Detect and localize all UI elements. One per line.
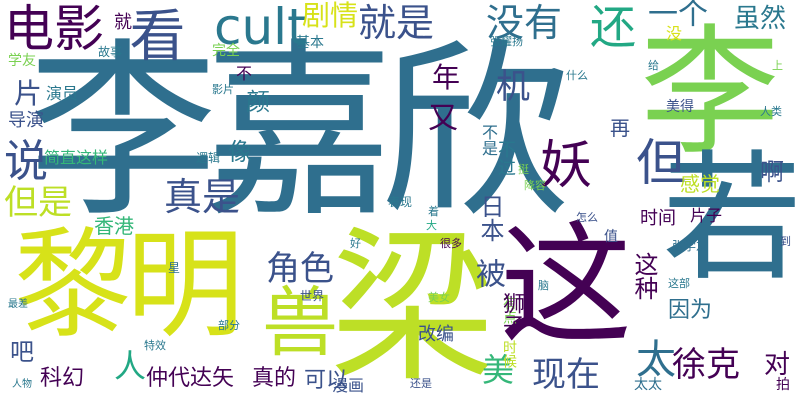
- word: 徐克: [672, 345, 740, 385]
- word: 美女: [428, 291, 450, 304]
- word: 不是: [479, 124, 498, 156]
- word: 美: [482, 351, 515, 389]
- word: 漫画: [332, 376, 365, 395]
- word: 颜: [246, 88, 270, 116]
- word: 还: [590, 0, 636, 54]
- word: 张学友: [672, 239, 709, 253]
- word: 好: [350, 237, 361, 250]
- word: 着: [428, 205, 439, 218]
- word: 机: [496, 67, 530, 107]
- word: 演员: [46, 84, 79, 103]
- word: 又: [428, 101, 458, 136]
- word: 世界: [300, 289, 325, 303]
- word: 星: [168, 261, 181, 275]
- word: 李嘉欣: [28, 22, 570, 243]
- word: 很多: [440, 237, 462, 250]
- word: 挺: [518, 163, 529, 176]
- word: 特效: [144, 339, 166, 352]
- word: cult: [214, 0, 307, 56]
- word: 时候: [501, 340, 517, 368]
- word: 这种: [630, 252, 658, 300]
- word: 仲代达矢: [146, 366, 235, 391]
- word: 影片: [212, 83, 234, 96]
- word: 学友: [8, 53, 36, 69]
- word: 给: [648, 59, 659, 72]
- word: 电影: [4, 0, 104, 58]
- word: 张耀扬: [490, 35, 523, 48]
- word: 改编: [418, 324, 454, 345]
- word: 大: [426, 219, 437, 232]
- word: 逻辑: [196, 151, 221, 165]
- word: 这部: [668, 277, 690, 290]
- word: 年: [432, 61, 461, 94]
- word: 这: [500, 209, 632, 363]
- word: 时间: [640, 208, 676, 229]
- word: 降容: [524, 179, 546, 192]
- word: 基本: [296, 35, 324, 51]
- word: 但: [636, 134, 686, 192]
- word: 不: [236, 64, 253, 83]
- word: 完全: [212, 43, 240, 59]
- word: 人类: [760, 105, 782, 118]
- word: 就: [114, 12, 132, 33]
- word: 因为: [668, 298, 713, 323]
- word: 看: [120, 6, 185, 62]
- word: 真是: [164, 175, 241, 219]
- word: 啊: [760, 158, 784, 186]
- word: 怎么: [576, 211, 598, 224]
- word: 剧情: [302, 0, 359, 32]
- word: 妖: [540, 136, 593, 196]
- word: 科幻: [40, 366, 85, 391]
- word: 片子: [690, 206, 723, 225]
- word: 日本: [476, 194, 504, 242]
- word: 吧: [10, 338, 34, 366]
- word: 现在: [532, 355, 600, 395]
- word: 李: [640, 12, 781, 175]
- word: 人物: [12, 379, 32, 390]
- word: 像: [228, 138, 252, 166]
- word: 被: [470, 258, 505, 288]
- word: 故事: [98, 45, 123, 59]
- word: 最差: [8, 299, 28, 310]
- word: 还是: [410, 377, 432, 390]
- word: 表现: [388, 195, 413, 209]
- word: 角色: [266, 249, 334, 289]
- word: 有点: [501, 296, 517, 324]
- word: 黎明: [14, 216, 244, 354]
- word: 兽: [262, 278, 338, 367]
- word: 简直这样: [44, 148, 109, 167]
- word: 狮子: [499, 292, 524, 336]
- word: 导演: [8, 110, 44, 131]
- word: 脑: [538, 279, 549, 292]
- word: 说: [4, 136, 48, 187]
- word: 虽然: [734, 4, 787, 34]
- word: 对: [764, 350, 791, 380]
- word: 太: [636, 337, 676, 383]
- word: 没: [666, 24, 683, 43]
- word: 真的: [252, 366, 297, 391]
- word: 部分: [218, 319, 240, 332]
- word: 但是: [4, 183, 72, 223]
- word: 上: [772, 59, 783, 72]
- word: 拍: [776, 377, 790, 393]
- word: 没有: [486, 1, 563, 45]
- word: 太太: [634, 377, 662, 393]
- word: 再: [610, 116, 630, 140]
- word: 梁: [330, 212, 495, 400]
- word: 人: [114, 347, 147, 385]
- word: 美得: [666, 99, 694, 115]
- word: 感觉: [680, 172, 720, 196]
- word: 就是: [358, 1, 435, 45]
- word: 不过: [495, 140, 516, 176]
- word: 若: [662, 138, 800, 301]
- word: 可以: [304, 368, 349, 393]
- word: 一个: [648, 0, 708, 32]
- word: 值: [604, 229, 618, 245]
- word: 香港: [94, 214, 134, 238]
- word: 片: [14, 77, 43, 110]
- word: 到: [780, 235, 791, 248]
- word: 什么: [566, 69, 588, 82]
